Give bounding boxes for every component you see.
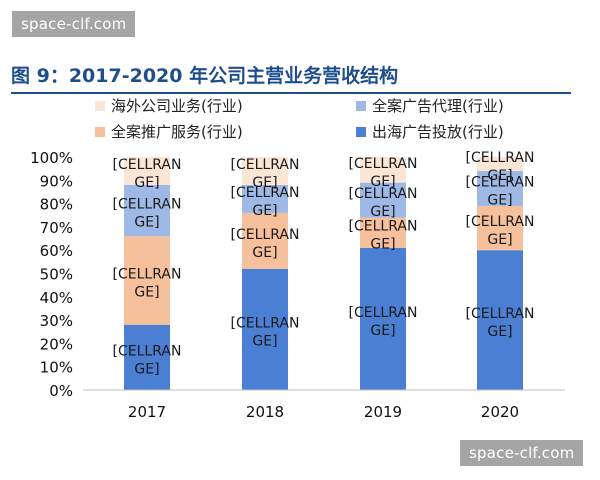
data-label: [CELLRAN GE] xyxy=(231,185,300,219)
bar-segment xyxy=(360,182,406,218)
data-label: [CELLRAN GE] xyxy=(113,343,182,377)
bar-segment xyxy=(124,236,170,325)
data-label: [CELLRAN GE] xyxy=(231,157,300,191)
y-tick-label: 90% xyxy=(40,172,73,190)
bar-segment xyxy=(242,157,288,185)
data-label: [CELLRAN GE] xyxy=(466,214,535,248)
data-label: [CELLRAN GE] xyxy=(349,156,418,190)
bar-segment xyxy=(124,324,170,390)
bar-segment xyxy=(242,184,288,213)
y-tick-label: 100% xyxy=(30,149,73,167)
data-label: [CELLRAN GE] xyxy=(349,305,418,339)
legend-label: 全案推广服务(行业) xyxy=(111,123,243,141)
bar-segment xyxy=(360,217,406,248)
x-tick-label: 2019 xyxy=(364,403,402,421)
figure-title: 图 9：2017-2020 年公司主营业务营收结构 xyxy=(11,65,399,87)
legend-swatch xyxy=(356,101,366,111)
legend-label: 出海广告投放(行业) xyxy=(372,123,504,141)
bar-segment xyxy=(242,268,288,390)
data-label: [CELLRAN GE] xyxy=(113,157,182,191)
y-tick-label: 70% xyxy=(40,219,73,237)
data-label: [CELLRAN GE] xyxy=(113,266,182,300)
bar-segment xyxy=(242,212,288,269)
bar-segment xyxy=(477,250,523,390)
data-label: [CELLRAN GE] xyxy=(349,219,418,253)
bar-segment xyxy=(124,157,170,185)
data-label: [CELLRAN GE] xyxy=(466,306,535,340)
y-tick-label: 60% xyxy=(40,242,73,260)
watermark-bottom: space-clf.com xyxy=(460,440,584,466)
y-tick-label: 30% xyxy=(40,312,73,330)
data-label: [CELLRAN GE] xyxy=(113,197,182,231)
bar-segment xyxy=(360,157,406,183)
legend-swatch xyxy=(95,101,105,111)
legend-label: 海外公司业务(行业) xyxy=(111,97,243,115)
data-label: [CELLRAN GE] xyxy=(466,174,535,208)
x-tick-label: 2020 xyxy=(481,403,519,421)
bar-segment xyxy=(360,247,406,390)
watermark-top: space-clf.com xyxy=(12,11,136,37)
y-tick-label: 80% xyxy=(40,196,73,214)
y-tick-label: 40% xyxy=(40,289,73,307)
y-tick-label: 10% xyxy=(40,359,73,377)
data-label: [CELLRAN GE] xyxy=(231,315,300,349)
x-tick-label: 2017 xyxy=(128,403,166,421)
legend-label: 全案广告代理(行业) xyxy=(372,97,504,115)
bar-segment xyxy=(477,205,523,251)
title-divider xyxy=(11,92,571,94)
y-tick-label: 0% xyxy=(49,382,73,400)
legend-swatch xyxy=(356,127,366,137)
data-label: [CELLRAN GE] xyxy=(466,150,535,184)
legend-swatch xyxy=(95,127,105,137)
y-tick-label: 50% xyxy=(40,266,73,284)
y-tick-label: 20% xyxy=(40,335,73,353)
data-label: [CELLRAN GE] xyxy=(231,227,300,261)
bar-segment xyxy=(477,157,523,171)
x-tick-label: 2018 xyxy=(246,403,284,421)
bar-segment xyxy=(124,184,170,237)
data-label: [CELLRAN GE] xyxy=(349,186,418,220)
bar-segment xyxy=(477,170,523,206)
